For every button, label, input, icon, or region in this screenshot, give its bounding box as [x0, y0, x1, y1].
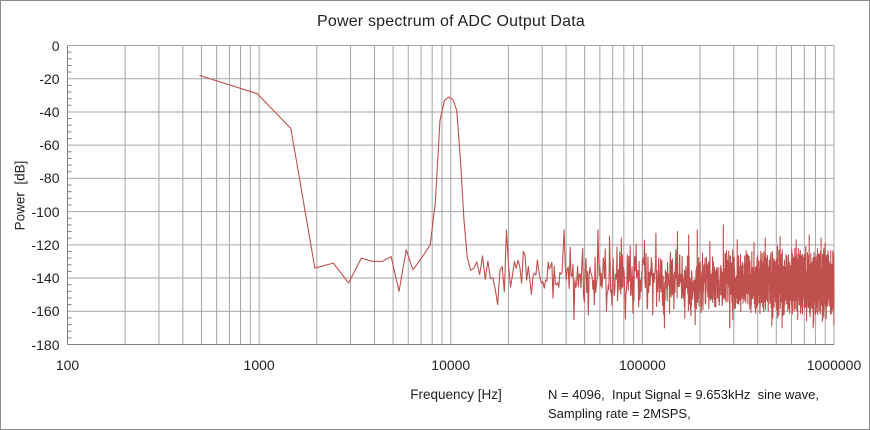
y-tick-label: -80 [39, 170, 60, 187]
spectrum-line [199, 74, 835, 329]
y-tick-label: -60 [39, 137, 60, 154]
x-tick-label: 100 [55, 357, 80, 373]
y-tick-label: -140 [31, 270, 60, 287]
y-tick-label: -180 [31, 336, 60, 353]
x-tick-label: 10000 [431, 357, 471, 373]
x-tick-label: 1000000 [806, 357, 862, 373]
y-tick-label: 0 [51, 37, 60, 54]
x-tick-label: 100000 [619, 357, 666, 373]
y-axis-title: Power [dB] [12, 160, 28, 231]
annotation-line-2: Sampling rate = 2MSPS, [548, 405, 691, 421]
chart-title: Power spectrum of ADC Output Data [316, 13, 586, 30]
chart-annotation: N = 4096, Input Signal = 9.653kHz sine w… [548, 386, 819, 423]
y-tick-label: -100 [31, 203, 60, 220]
annotation-line-1: N = 4096, Input Signal = 9.653kHz sine w… [548, 387, 820, 402]
y-tick-label: -160 [31, 303, 60, 320]
y-tick-label: -120 [31, 236, 60, 253]
y-tick-label: -20 [39, 70, 60, 87]
x-axis-title: Frequency [Hz] [410, 387, 502, 402]
y-tick-label: -40 [39, 103, 60, 120]
x-tick-label: 1000 [243, 357, 275, 373]
